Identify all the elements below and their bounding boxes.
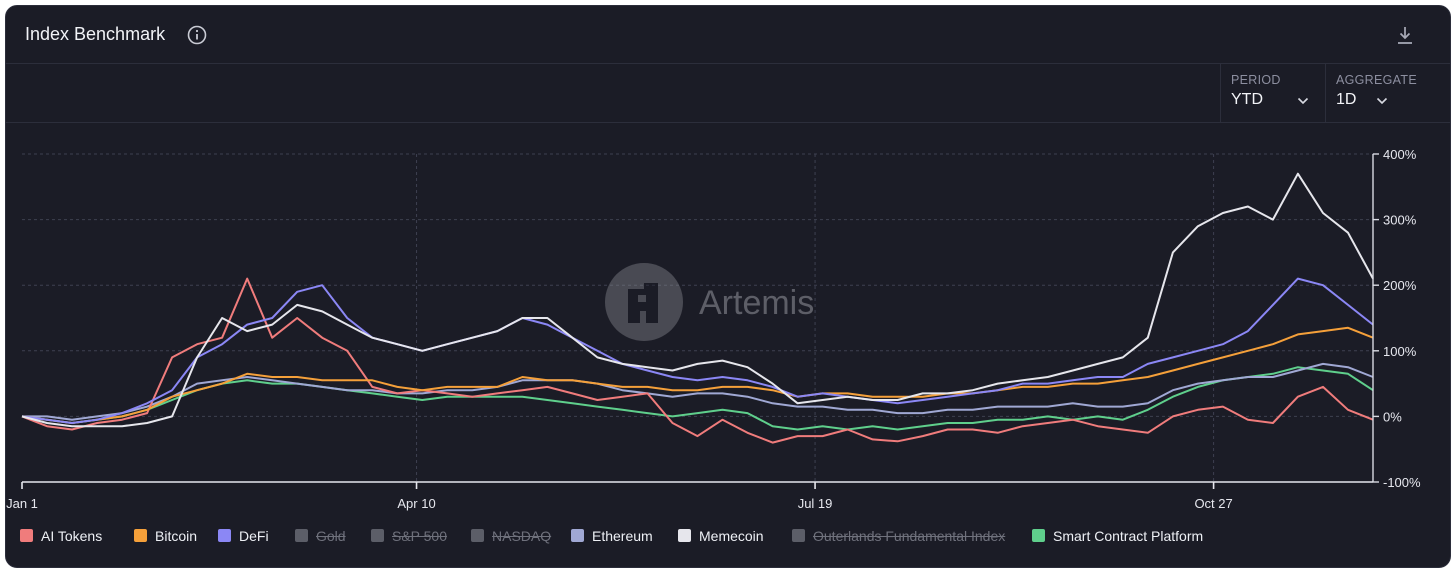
legend-label: Bitcoin <box>155 528 198 544</box>
series-line-ethereum[interactable] <box>22 362 1374 421</box>
legend-swatch <box>678 529 691 542</box>
legend-label: Smart Contract Platform <box>1053 528 1204 544</box>
download-icon[interactable] <box>1394 24 1416 46</box>
card-title: Index Benchmark <box>25 24 166 44</box>
aggregate-label: AGGREGATE <box>1336 73 1417 87</box>
y-tick-label: 200% <box>1383 278 1417 293</box>
period-select[interactable]: PERIOD YTD <box>1220 64 1324 122</box>
series-line-bitcoin[interactable] <box>21 326 1374 424</box>
legend-label: DeFi <box>239 528 269 544</box>
chevron-down-icon <box>1376 97 1388 105</box>
legend-swatch <box>134 529 147 542</box>
period-value: YTD <box>1231 91 1263 108</box>
legend-swatch <box>471 529 484 542</box>
legend-label: Outerlands Fundamental Index <box>813 528 1006 544</box>
chart-grid <box>22 153 1373 482</box>
y-tick-label: 300% <box>1383 213 1417 228</box>
info-icon[interactable] <box>187 25 207 45</box>
legend-label: AI Tokens <box>41 528 103 544</box>
legend-swatch <box>1032 529 1045 542</box>
series-line-ai-tokens[interactable] <box>21 277 1374 444</box>
chevron-down-icon <box>1297 97 1309 105</box>
y-tick-label: 400% <box>1383 147 1417 162</box>
index-benchmark-card: Index Benchmark PERIOD YTD AGGREGATE 1D <box>5 5 1451 568</box>
legend-label: Ethereum <box>592 528 653 544</box>
y-tick-label: 100% <box>1383 344 1417 359</box>
artemis-watermark: Artemis <box>605 263 814 341</box>
y-tick-label: 0% <box>1383 409 1402 424</box>
x-tick-label: Oct 27 <box>1194 496 1232 511</box>
legend-label: S&P 500 <box>392 528 448 544</box>
legend-swatch <box>20 529 33 542</box>
period-label: PERIOD <box>1231 73 1281 87</box>
legend-label: Memecoin <box>699 528 764 544</box>
aggregate-select[interactable]: AGGREGATE 1D <box>1325 64 1450 122</box>
x-tick-label: Jul 19 <box>798 496 833 511</box>
legend-swatch <box>571 529 584 542</box>
line-chart[interactable]: Artemis 400% 300% 200% 100% 0% -100% Jan 1 Apr … <box>6 123 1451 523</box>
series-line-defi[interactable] <box>21 277 1374 424</box>
watermark-text: Artemis <box>699 284 814 322</box>
series-line-smart-contract-platform[interactable] <box>21 366 1374 431</box>
artemis-logo-icon <box>605 263 683 341</box>
legend-swatch <box>218 529 231 542</box>
legend-swatch <box>792 529 805 542</box>
card-header: Index Benchmark <box>6 6 1450 64</box>
y-tick-label: -100% <box>1383 475 1421 490</box>
x-tick-label: Apr 10 <box>397 496 435 511</box>
legend-swatch <box>371 529 384 542</box>
legend-swatch <box>295 529 308 542</box>
legend-label: Gold <box>316 528 346 544</box>
chart-controls: PERIOD YTD AGGREGATE 1D <box>6 64 1450 123</box>
series-lines <box>21 172 1374 444</box>
series-line-memecoin[interactable] <box>21 172 1374 428</box>
aggregate-value: 1D <box>1336 91 1357 108</box>
x-tick-label: Jan 1 <box>6 496 38 511</box>
chart-axes: 400% 300% 200% 100% 0% -100% Jan 1 Apr 10 Jul 19… <box>6 147 1421 511</box>
legend-label: NASDAQ <box>492 528 552 544</box>
